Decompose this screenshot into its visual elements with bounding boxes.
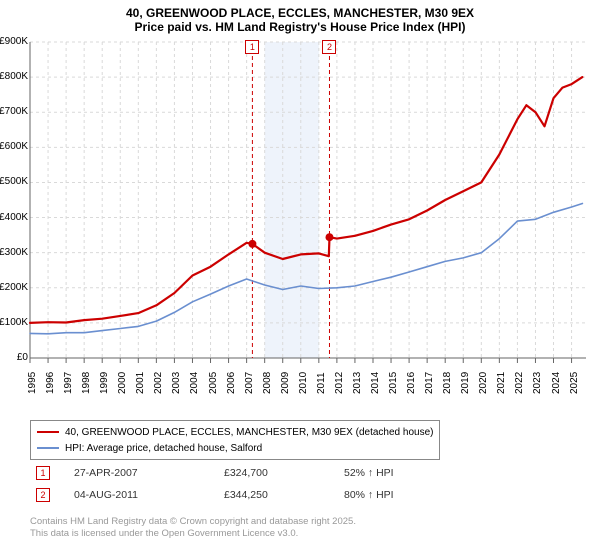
y-tick-label: £700K xyxy=(0,106,28,117)
x-tick-label: 2010 xyxy=(298,372,309,394)
x-tick-label: 2018 xyxy=(442,372,453,394)
attribution: Contains HM Land Registry data © Crown c… xyxy=(30,516,356,540)
legend-swatch xyxy=(37,447,59,449)
transactions-table: 1 27-APR-2007£324,70052% ↑ HPI 2 04-AUG-201… xyxy=(30,462,398,506)
y-tick-label: £800K xyxy=(0,71,28,82)
x-tick-label: 2022 xyxy=(514,372,525,394)
legend: 40, GREENWOOD PLACE, ECCLES, MANCHESTER,… xyxy=(30,420,440,460)
y-tick-label: £200K xyxy=(0,282,28,293)
transaction-marker-1: 1 xyxy=(245,40,259,54)
x-tick-label: 2006 xyxy=(226,372,237,394)
transaction-date: 27-APR-2007 xyxy=(70,467,220,479)
legend-row: HPI: Average price, detached house, Salf… xyxy=(37,440,433,456)
x-tick-label: 2007 xyxy=(244,372,255,394)
x-tick-label: 2001 xyxy=(135,372,146,394)
legend-swatch xyxy=(37,431,59,433)
x-tick-label: 2019 xyxy=(460,372,471,394)
y-tick-label: £0 xyxy=(0,352,28,363)
title-line-2: Price paid vs. HM Land Registry's House … xyxy=(0,20,600,34)
transaction-hpi: 52% ↑ HPI xyxy=(340,467,398,479)
x-tick-label: 1996 xyxy=(45,372,56,394)
transaction-row-marker: 2 xyxy=(36,488,50,502)
transaction-marker-2: 2 xyxy=(322,40,336,54)
x-tick-label: 2016 xyxy=(406,372,417,394)
chart-area: £0 £100K £200K £300K £400K £500K £600K £700K £80… xyxy=(0,36,600,406)
x-tick-label: 1995 xyxy=(27,372,38,394)
x-tick-label: 2011 xyxy=(316,372,327,394)
x-tick-label: 1998 xyxy=(81,372,92,394)
x-tick-label: 1999 xyxy=(99,372,110,394)
y-tick-label: £500K xyxy=(0,176,28,187)
y-tick-label: £100K xyxy=(0,317,28,328)
transaction-date: 04-AUG-2011 xyxy=(70,489,220,501)
attribution-line: Contains HM Land Registry data © Crown c… xyxy=(30,516,356,528)
x-tick-label: 2015 xyxy=(388,372,399,394)
x-tick-label: 2008 xyxy=(262,372,273,394)
legend-label: 40, GREENWOOD PLACE, ECCLES, MANCHESTER,… xyxy=(65,427,433,438)
x-tick-label: 2023 xyxy=(532,372,543,394)
legend-row: 40, GREENWOOD PLACE, ECCLES, MANCHESTER,… xyxy=(37,424,433,440)
x-tick-label: 2017 xyxy=(424,372,435,394)
y-tick-label: £300K xyxy=(0,247,28,258)
x-tick-label: 2021 xyxy=(496,372,507,394)
x-tick-label: 2005 xyxy=(208,372,219,394)
x-tick-label: 2014 xyxy=(370,372,381,394)
x-tick-label: 2020 xyxy=(478,372,489,394)
y-tick-label: £900K xyxy=(0,36,28,47)
transaction-row-marker: 1 xyxy=(36,466,50,480)
transaction-row: 1 27-APR-2007£324,70052% ↑ HPI xyxy=(30,462,398,484)
y-tick-label: £600K xyxy=(0,141,28,152)
attribution-line: This data is licensed under the Open Gov… xyxy=(30,528,356,540)
x-tick-label: 2009 xyxy=(280,372,291,394)
x-tick-label: 2000 xyxy=(117,372,128,394)
x-tick-label: 2012 xyxy=(334,372,345,394)
transaction-hpi: 80% ↑ HPI xyxy=(340,489,398,501)
chart-svg xyxy=(0,36,600,406)
x-tick-label: 2003 xyxy=(171,372,182,394)
transaction-price: £324,700 xyxy=(220,467,340,479)
x-tick-label: 2002 xyxy=(153,372,164,394)
legend-label: HPI: Average price, detached house, Salf… xyxy=(65,443,262,454)
x-tick-label: 2025 xyxy=(569,372,580,394)
transaction-price: £344,250 xyxy=(220,489,340,501)
x-tick-label: 1997 xyxy=(63,372,74,394)
transaction-row: 2 04-AUG-2011£344,25080% ↑ HPI xyxy=(30,484,398,506)
x-tick-label: 2004 xyxy=(189,372,200,394)
chart-title-block: 40, GREENWOOD PLACE, ECCLES, MANCHESTER,… xyxy=(0,0,600,36)
title-line-1: 40, GREENWOOD PLACE, ECCLES, MANCHESTER,… xyxy=(0,6,600,20)
x-tick-label: 2013 xyxy=(352,372,363,394)
y-tick-label: £400K xyxy=(0,212,28,223)
x-tick-label: 2024 xyxy=(551,372,562,394)
